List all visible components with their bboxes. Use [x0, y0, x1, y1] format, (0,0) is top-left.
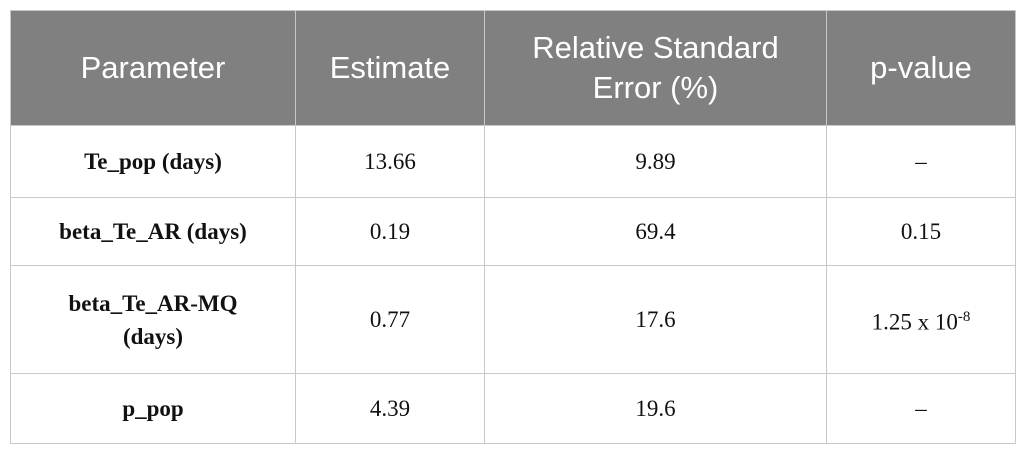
table-cell: 9.89	[484, 125, 827, 198]
parameter-name: beta_Te_AR (days)	[10, 197, 296, 266]
table-row: beta_Te_AR-MQ (days) 0.77 17.6 1.25 x 10-8	[10, 265, 1016, 374]
table-cell: 0.19	[295, 197, 485, 266]
value-exponent: -8	[957, 308, 971, 325]
table-row: beta_Te_AR (days) 0.19 69.4 0.15	[10, 197, 1016, 266]
table-cell: 69.4	[484, 197, 827, 266]
table-cell: 17.6	[484, 265, 827, 374]
header-row: Parameter Estimate Relative Standard Error…	[10, 10, 1016, 126]
header-cell: Estimate	[295, 10, 485, 126]
parameter-name: beta_Te_AR-MQ (days)	[10, 265, 296, 374]
table-cell: –	[826, 373, 1016, 444]
table-row: p_pop 4.39 19.6–	[10, 373, 1016, 444]
header-cell: Relative Standard Error (%)	[484, 10, 827, 126]
parameter-name: Te_pop (days)	[10, 125, 296, 198]
value-base: 1.25 x 10	[871, 309, 958, 335]
table-body: Te_pop (days) 13.66 9.89– beta_Te_AR (days)…	[10, 125, 1016, 444]
table-cell: 0.15	[826, 197, 1016, 266]
header-cell: p-value	[826, 10, 1016, 126]
table-row: Te_pop (days) 13.66 9.89–	[10, 125, 1016, 198]
table-cell: 19.6	[484, 373, 827, 444]
parameter-name: p_pop	[10, 373, 296, 444]
table-cell: 1.25 x 10-8	[826, 265, 1016, 374]
parameter-table: Parameter Estimate Relative Standard Error…	[10, 10, 1016, 444]
table-header: Parameter Estimate Relative Standard Error…	[10, 10, 1016, 126]
header-cell: Parameter	[10, 10, 296, 126]
table-cell: –	[826, 125, 1016, 198]
table-cell: 13.66	[295, 125, 485, 198]
table-cell: 0.77	[295, 265, 485, 374]
table-cell: 4.39	[295, 373, 485, 444]
